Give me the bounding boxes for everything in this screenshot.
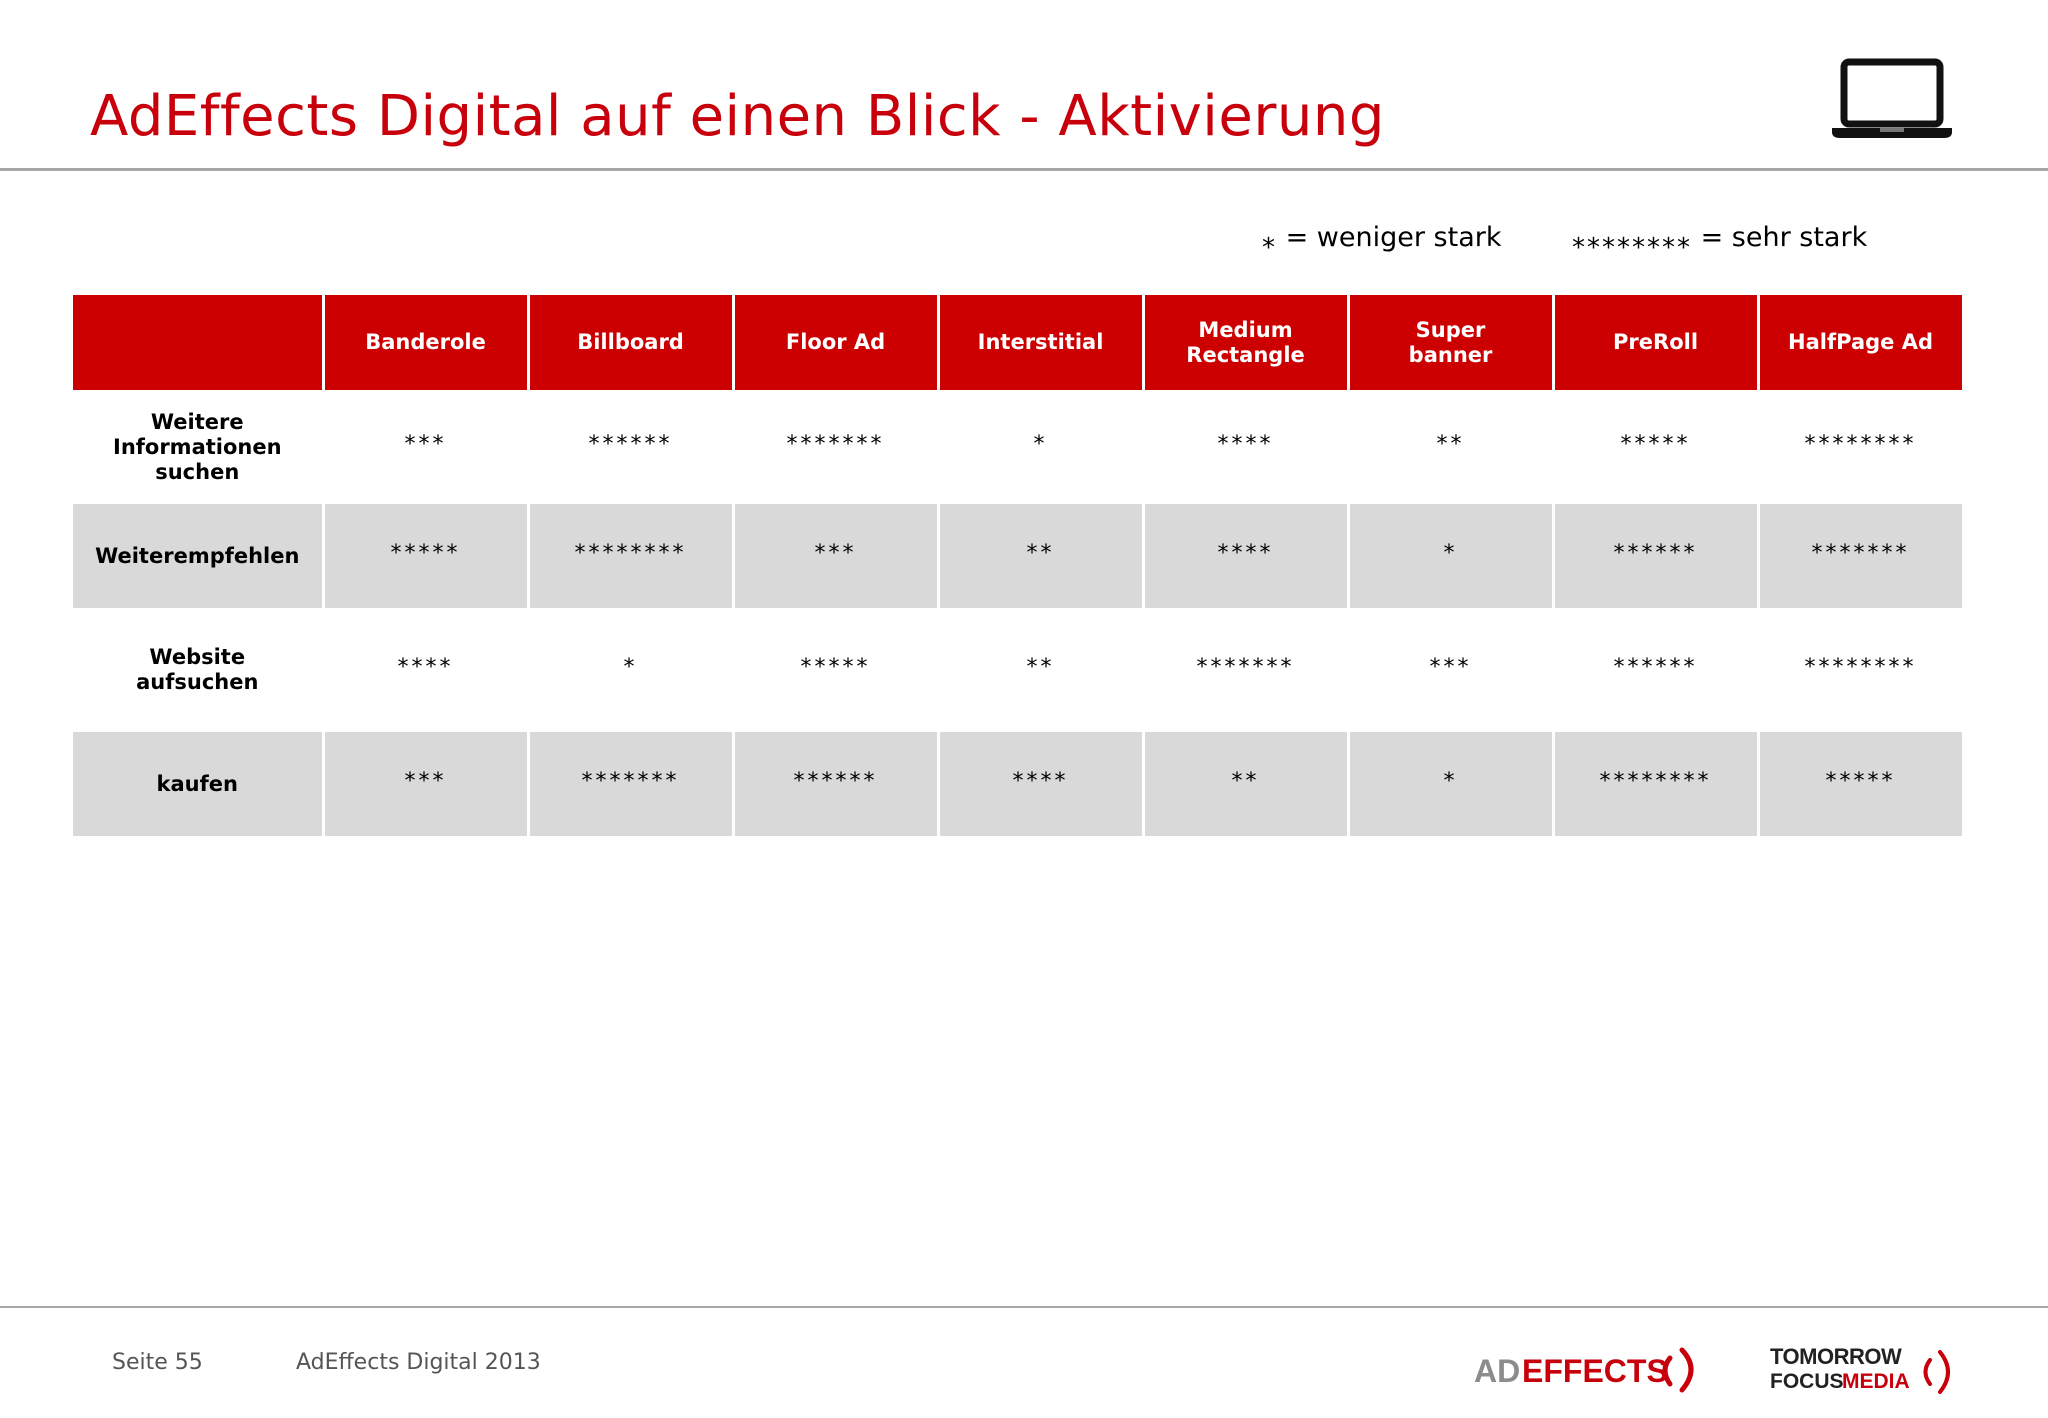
rating-cell: ******** [529,504,732,608]
page-number: Seite 55 [112,1350,203,1375]
header-divider [0,168,2048,171]
rating-cell: **** [939,732,1142,836]
column-header: Floor Ad [734,295,937,390]
row-label: Weitere Informationen suchen [73,393,322,501]
rating-cell: * [1349,504,1552,608]
rating-cell: ****** [1554,504,1757,608]
legend-high-symbol: ******** [1572,233,1692,263]
column-header: Interstitial [939,295,1142,390]
rating-cell: ***** [734,611,937,729]
row-label: Website aufsuchen [73,611,322,729]
tomorrow-focus-media-logo: TOMORROW FOCUS MEDIA [1770,1344,1950,1394]
table-row: kaufen *** ******* ****** **** ** * ****… [73,732,1962,836]
table-row: Website aufsuchen **** * ***** ** ******… [73,611,1962,729]
laptop-icon [1832,58,1952,138]
column-header: Medium Rectangle [1144,295,1347,390]
legend-high-label: = sehr stark [1700,222,1868,253]
column-header: Billboard [529,295,732,390]
rating-cell: ** [939,504,1142,608]
legend-high: ******** = sehr stark [1572,222,1868,263]
document-name: AdEffects Digital 2013 [296,1350,541,1375]
column-header: Super banner [1349,295,1552,390]
rating-cell: ** [1144,732,1347,836]
rating-cell: **** [324,611,527,729]
table-row: Weitere Informationen suchen *** ****** … [73,393,1962,501]
svg-text:FOCUS: FOCUS [1770,1370,1844,1393]
rating-cell: ******* [529,732,732,836]
rating-cell: ****** [1554,611,1757,729]
rating-cell: *** [324,732,527,836]
legend-low-label: = weniger stark [1285,222,1502,253]
svg-text:MEDIA: MEDIA [1842,1370,1910,1393]
table-header-row: Banderole Billboard Floor Ad Interstitia… [73,295,1962,390]
rating-cell: ******* [1759,504,1962,608]
rating-cell: ****** [529,393,732,501]
rating-cell: ***** [1554,393,1757,501]
rating-cell: *** [324,393,527,501]
rating-cell: ******* [734,393,937,501]
rating-cell: *** [734,504,937,608]
rating-cell: ****** [734,732,937,836]
activation-table: Banderole Billboard Floor Ad Interstitia… [70,292,1965,839]
rating-cell: * [939,393,1142,501]
footer-divider [0,1306,2048,1308]
rating-cell: *** [1349,611,1552,729]
svg-text:TOMORROW: TOMORROW [1770,1344,1902,1369]
rating-cell: **** [1144,393,1347,501]
column-header: HalfPage Ad [1759,295,1962,390]
legend-low: * = weniger stark [1262,222,1502,263]
rating-cell: ******** [1759,611,1962,729]
row-label: Weiterempfehlen [73,504,322,608]
svg-text:EFFECTS: EFFECTS [1522,1353,1668,1389]
rating-cell: ***** [1759,732,1962,836]
row-label: kaufen [73,732,322,836]
rating-cell: **** [1144,504,1347,608]
rating-cell: ** [939,611,1142,729]
column-header: PreRoll [1554,295,1757,390]
rating-cell: ******* [1144,611,1347,729]
rating-cell: * [1349,732,1552,836]
rating-cell: ******** [1759,393,1962,501]
column-header: Banderole [324,295,527,390]
adeffects-logo: AD EFFECTS [1474,1347,1694,1393]
rating-cell: ******** [1554,732,1757,836]
rating-cell: ***** [324,504,527,608]
legend-low-symbol: * [1262,233,1277,263]
header-corner-cell [73,295,322,390]
rating-cell: ** [1349,393,1552,501]
rating-cell: * [529,611,732,729]
table-row: Weiterempfehlen ***** ******** *** ** **… [73,504,1962,608]
page-title: AdEffects Digital auf einen Blick - Akti… [90,84,1385,149]
svg-text:AD: AD [1474,1353,1520,1389]
